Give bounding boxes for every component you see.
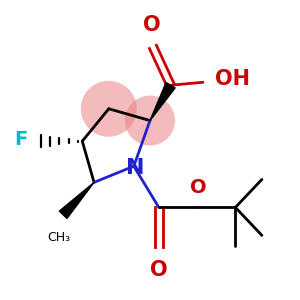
Text: CH₃: CH₃	[47, 231, 70, 244]
Text: O: O	[190, 178, 207, 197]
Text: OH: OH	[215, 69, 250, 89]
Text: O: O	[143, 15, 160, 35]
Circle shape	[125, 95, 175, 146]
Polygon shape	[59, 182, 94, 218]
Text: N: N	[126, 158, 145, 178]
Polygon shape	[150, 82, 175, 121]
Circle shape	[81, 81, 137, 137]
Text: F: F	[14, 130, 27, 149]
Text: O: O	[150, 260, 168, 280]
